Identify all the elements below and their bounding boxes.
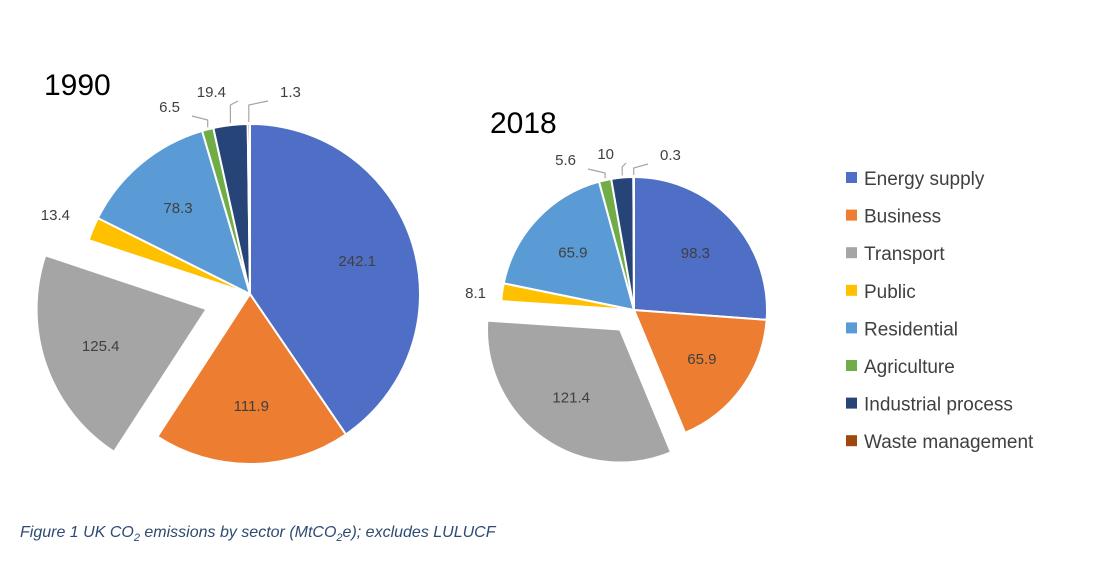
legend-label-energy-supply: Energy supply [864, 169, 985, 190]
slice-1990-energy-supply [249, 122, 421, 436]
legend-swatch-transport [846, 247, 857, 259]
data-label-1990-industrial-process: 19.4 [197, 84, 226, 101]
data-label-2018-transport: 121.4 [552, 390, 590, 407]
legend-label-residential: Residential [864, 319, 958, 340]
leader-line-2018-industrial-process [621, 162, 627, 176]
slice-1990-waste-management [246, 122, 251, 295]
legend-swatch-waste-management [846, 435, 857, 447]
pie-1990: 242.1 111.9 125.4 13.4 78.3 6.5 19.4 1.3 [35, 84, 421, 465]
legend: Energy supply Business Transport Public Resi… [846, 169, 1034, 453]
figure-caption: Figure 1 UK CO2 emissions by sector (MtC… [20, 524, 496, 545]
legend-swatch-business [846, 209, 857, 221]
data-label-2018-energy-supply: 98.3 [681, 245, 710, 262]
legend-label-agriculture: Agriculture [864, 357, 955, 378]
legend-swatch-public [846, 284, 857, 296]
legend-swatch-industrial-process [846, 397, 857, 409]
legend-label-industrial-process: Industrial process [864, 395, 1013, 416]
data-label-1990-agriculture: 6.5 [159, 99, 180, 116]
slice-2018-energy-supply [633, 175, 769, 321]
slice-1990-business [156, 292, 348, 465]
data-label-1990-residential: 78.3 [163, 200, 192, 217]
chart-title-2018: 2018 [490, 107, 557, 140]
leader-line-2018-waste-management [633, 163, 649, 175]
leader-line-1990-industrial-process [229, 100, 239, 124]
slice-1990-transport [35, 254, 209, 454]
leader-line-2018-agriculture [587, 168, 606, 179]
legend-label-transport: Transport [864, 244, 945, 265]
data-label-1990-waste-management: 1.3 [280, 84, 301, 101]
legend-swatch-agriculture [846, 360, 857, 371]
data-label-2018-industrial-process: 10 [597, 146, 614, 163]
slice-2018-waste-management [632, 175, 635, 311]
slice-2018-residential [502, 180, 636, 312]
leader-line-1990-waste-management [248, 100, 269, 122]
legend-label-waste-management: Waste management [864, 432, 1034, 453]
data-label-1990-transport: 125.4 [82, 338, 120, 355]
legend-swatch-energy-supply [846, 172, 857, 183]
pie-2018: 98.3 65.9 121.4 8.1 65.9 5.6 10 0.3 [465, 146, 769, 464]
chart-title-1990: 1990 [44, 69, 111, 102]
slice-2018-business [632, 308, 768, 435]
data-label-2018-public: 8.1 [465, 285, 486, 302]
data-label-2018-business: 65.9 [687, 351, 716, 368]
data-label-1990-public: 13.4 [41, 207, 70, 224]
leader-line-1990-agriculture [191, 115, 209, 128]
data-label-2018-residential: 65.9 [558, 245, 587, 262]
slice-1990-residential [96, 129, 252, 296]
data-label-2018-agriculture: 5.6 [555, 152, 576, 169]
data-label-1990-business: 111.9 [234, 398, 269, 415]
legend-label-public: Public [864, 282, 916, 303]
data-label-2018-waste-management: 0.3 [660, 147, 681, 164]
slice-2018-transport [486, 319, 673, 464]
legend-swatch-residential [846, 322, 857, 334]
legend-label-business: Business [864, 207, 941, 228]
data-label-1990-energy-supply: 242.1 [338, 253, 376, 270]
